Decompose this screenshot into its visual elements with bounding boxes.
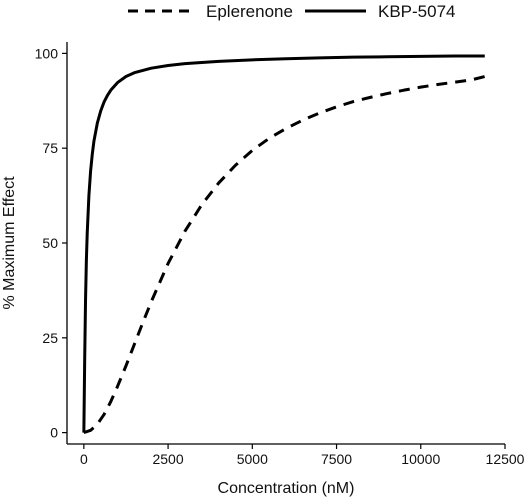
legend-label-eplerenone: Eplerenone [206, 2, 293, 21]
x-tick-label: 12500 [486, 451, 525, 467]
series-line-kbp-5074 [82, 54, 485, 433]
legend: Eplerenone KBP-5074 [128, 2, 456, 21]
x-tick-label: 0 [80, 451, 88, 467]
y-tick-label: 100 [35, 45, 59, 61]
y-tick-label: 50 [42, 235, 58, 251]
x-tick-label: 2500 [152, 451, 183, 467]
x-tick-label: 10000 [401, 451, 440, 467]
y-tick-label: 75 [42, 140, 58, 156]
plot-area [82, 54, 486, 435]
x-tick-label: 5000 [237, 451, 268, 467]
x-tick-label: 7500 [321, 451, 352, 467]
y-tick-label: 0 [50, 425, 58, 441]
y-axis-ticks: 0 25 50 75 100 [35, 45, 67, 441]
series-line-eplerenone [83, 75, 486, 435]
y-tick-label: 25 [42, 330, 58, 346]
x-axis-ticks: 0 2500 5000 7500 10000 12500 [80, 444, 525, 467]
legend-label-kbp-5074: KBP-5074 [378, 2, 456, 21]
y-axis-title: % Maximum Effect [1, 176, 18, 310]
x-axis-title: Concentration (nM) [218, 480, 355, 497]
